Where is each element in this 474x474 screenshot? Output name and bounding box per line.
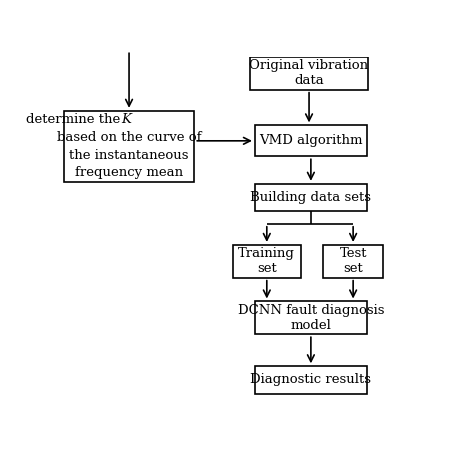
FancyBboxPatch shape (255, 301, 367, 334)
Text: Diagnostic results: Diagnostic results (250, 374, 372, 386)
Text: the instantaneous: the instantaneous (69, 149, 189, 162)
FancyBboxPatch shape (250, 57, 368, 90)
FancyBboxPatch shape (255, 184, 367, 211)
FancyBboxPatch shape (323, 245, 383, 278)
Text: based on the curve of: based on the curve of (57, 131, 201, 144)
Text: Training
set: Training set (238, 247, 295, 275)
FancyBboxPatch shape (64, 111, 194, 182)
FancyBboxPatch shape (255, 366, 367, 393)
Text: Original vibration
data: Original vibration data (249, 59, 369, 87)
FancyBboxPatch shape (233, 245, 301, 278)
Text: determine the: determine the (26, 113, 120, 126)
Text: DCNN fault diagnosis
model: DCNN fault diagnosis model (237, 304, 384, 332)
FancyBboxPatch shape (255, 125, 367, 156)
Text: Building data sets: Building data sets (250, 191, 372, 204)
Text: VMD algorithm: VMD algorithm (259, 134, 363, 147)
Text: frequency mean: frequency mean (75, 166, 183, 180)
Text: Test
set: Test set (339, 247, 367, 275)
Text: K: K (121, 113, 131, 126)
